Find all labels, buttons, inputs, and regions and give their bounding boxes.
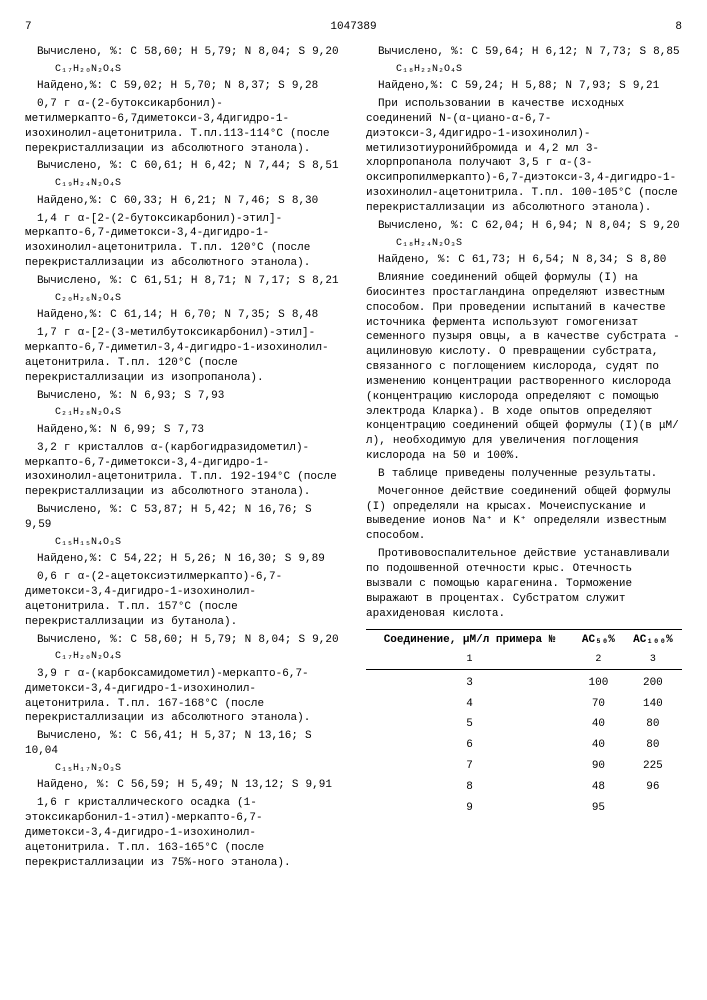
text-paragraph: Найдено,%: С 54,22; Н 5,26; N 16,30; S 9… <box>25 552 341 567</box>
text-paragraph: 0,6 г α-(2-ацетоксиэтилмеркапто)-6,7-дим… <box>25 570 341 629</box>
text-paragraph: Мочегонное действие соединений общей фор… <box>366 485 682 544</box>
content-columns: Вычислено, %: С 58,60; Н 5,79; N 8,04; S… <box>25 45 682 874</box>
text-paragraph: Найдено,%: С 59,02; Н 5,70; N 8,37; S 9,… <box>25 79 341 94</box>
chemical-formula: С₁₇Н₂₀N₂O₄S <box>25 650 341 664</box>
document-number: 1047389 <box>125 20 582 35</box>
table-cell: 70 <box>573 694 624 715</box>
text-paragraph: Влияние соединений общей формулы (I) на … <box>366 271 682 464</box>
text-paragraph: Вычислено, %: С 59,64; Н 6,12; N 7,73; S… <box>366 45 682 60</box>
column-number: 1 <box>366 651 573 669</box>
text-paragraph: Вычислено, %: С 60,61; Н 6,42; N 7,44; S… <box>25 159 341 174</box>
table-cell: 80 <box>624 714 682 735</box>
text-paragraph: 0,7 г α-(2-бутоксикарбонил)-метилмеркапт… <box>25 97 341 156</box>
text-paragraph: Найдено,%: С 59,24; Н 5,88; N 7,93; S 9,… <box>366 79 682 94</box>
page-header: 7 1047389 8 <box>25 20 682 35</box>
text-paragraph: Найдено, %: С 61,73; Н 6,54; N 8,34; S 8… <box>366 253 682 268</box>
text-paragraph: 3,9 г α-(карбоксамидометил)-меркапто-6,7… <box>25 667 341 726</box>
table-cell: 5 <box>366 714 573 735</box>
table-cell: 140 <box>624 694 682 715</box>
data-table: Соединение, μМ/л примера № АС₅₀% АС₁₀₀% … <box>366 629 682 818</box>
table-cell: 200 <box>624 669 682 693</box>
page-number-right: 8 <box>582 20 682 35</box>
left-column: Вычислено, %: С 58,60; Н 5,79; N 8,04; S… <box>25 45 346 874</box>
chemical-formula: С₂₀Н₂₆N₂O₄S <box>25 292 341 306</box>
chemical-formula: С₁₈Н₂₂N₂O₄S <box>366 63 682 77</box>
text-paragraph: Найдено, %: С 56,59; Н 5,49; N 13,12; S … <box>25 778 341 793</box>
text-paragraph: Вычислено, %: С 58,60; Н 5,79; N 8,04; S… <box>25 45 341 60</box>
table-cell: 225 <box>624 756 682 777</box>
text-paragraph: 3,2 г кристаллов α-(карбогидразидометил)… <box>25 441 341 500</box>
table-cell: 8 <box>366 777 573 798</box>
chemical-formula: С₁₇Н₂₀N₂O₄S <box>25 63 341 77</box>
table-row: 470140 <box>366 694 682 715</box>
text-paragraph: В таблице приведены полученные результат… <box>366 467 682 482</box>
page-number-left: 7 <box>25 20 125 35</box>
table-row: 995 <box>366 798 682 819</box>
chemical-formula: С₁₉Н₂₄N₂O₄S <box>25 177 341 191</box>
chemical-formula: С₁₅Н₁₅N₄O₃S <box>25 536 341 550</box>
text-paragraph: Найдено,%: С 60,33; Н 6,21; N 7,46; S 8,… <box>25 194 341 209</box>
text-paragraph: 1,7 г α-[2-(3-метилбутоксикарбонил)-этил… <box>25 326 341 385</box>
table-row: 64080 <box>366 735 682 756</box>
table-header: АС₅₀% <box>573 630 624 651</box>
table-row: 84896 <box>366 777 682 798</box>
chemical-formula: С₁₅Н₁₇N₂O₃S <box>25 762 341 776</box>
table-cell: 7 <box>366 756 573 777</box>
text-paragraph: 1,6 г кристаллического осадка (1-этоксик… <box>25 796 341 870</box>
text-paragraph: Вычислено, %: С 53,87; Н 5,42; N 16,76; … <box>25 503 341 533</box>
text-paragraph: При использовании в качестве исходных со… <box>366 97 682 216</box>
table-row: 3100200 <box>366 669 682 693</box>
table-cell: 100 <box>573 669 624 693</box>
table-header: Соединение, μМ/л примера № <box>366 630 573 651</box>
table-cell: 96 <box>624 777 682 798</box>
text-paragraph: Найдено,%: С 61,14; Н 6,70; N 7,35; S 8,… <box>25 308 341 323</box>
table-cell: 80 <box>624 735 682 756</box>
table-cell: 40 <box>573 714 624 735</box>
text-paragraph: Вычислено, %: С 62,04; Н 6,94; N 8,04; S… <box>366 219 682 234</box>
chemical-formula: С₂₁Н₂₈N₂O₄S <box>25 406 341 420</box>
text-paragraph: Вычислено, %: С 61,51; Н 8,71; N 7,17; S… <box>25 274 341 289</box>
text-paragraph: 1,4 г α-[2-(2-бутоксикарбонил)-этил]-мер… <box>25 212 341 271</box>
column-number: 2 <box>573 651 624 669</box>
column-number: 3 <box>624 651 682 669</box>
right-column: Вычислено, %: С 59,64; Н 6,12; N 7,73; S… <box>361 45 682 874</box>
table-cell: 40 <box>573 735 624 756</box>
table-row: 54080 <box>366 714 682 735</box>
table-cell: 4 <box>366 694 573 715</box>
chemical-formula: С₁₈Н₂₄N₂O₃S <box>366 237 682 251</box>
table-cell: 3 <box>366 669 573 693</box>
table-cell: 6 <box>366 735 573 756</box>
table-cell: 9 <box>366 798 573 819</box>
table-cell: 90 <box>573 756 624 777</box>
text-paragraph: Найдено,%: N 6,99; S 7,73 <box>25 423 341 438</box>
table-cell <box>624 798 682 819</box>
table-header: АС₁₀₀% <box>624 630 682 651</box>
text-paragraph: Противовоспалительное действие устанавли… <box>366 547 682 621</box>
text-paragraph: Вычислено, %: С 58,60; Н 5,79; N 8,04; S… <box>25 633 341 648</box>
table-row: 790225 <box>366 756 682 777</box>
table-cell: 48 <box>573 777 624 798</box>
text-paragraph: Вычислено, %: N 6,93; S 7,93 <box>25 389 341 404</box>
table-cell: 95 <box>573 798 624 819</box>
text-paragraph: Вычислено, %: С 56,41; Н 5,37; N 13,16; … <box>25 729 341 759</box>
